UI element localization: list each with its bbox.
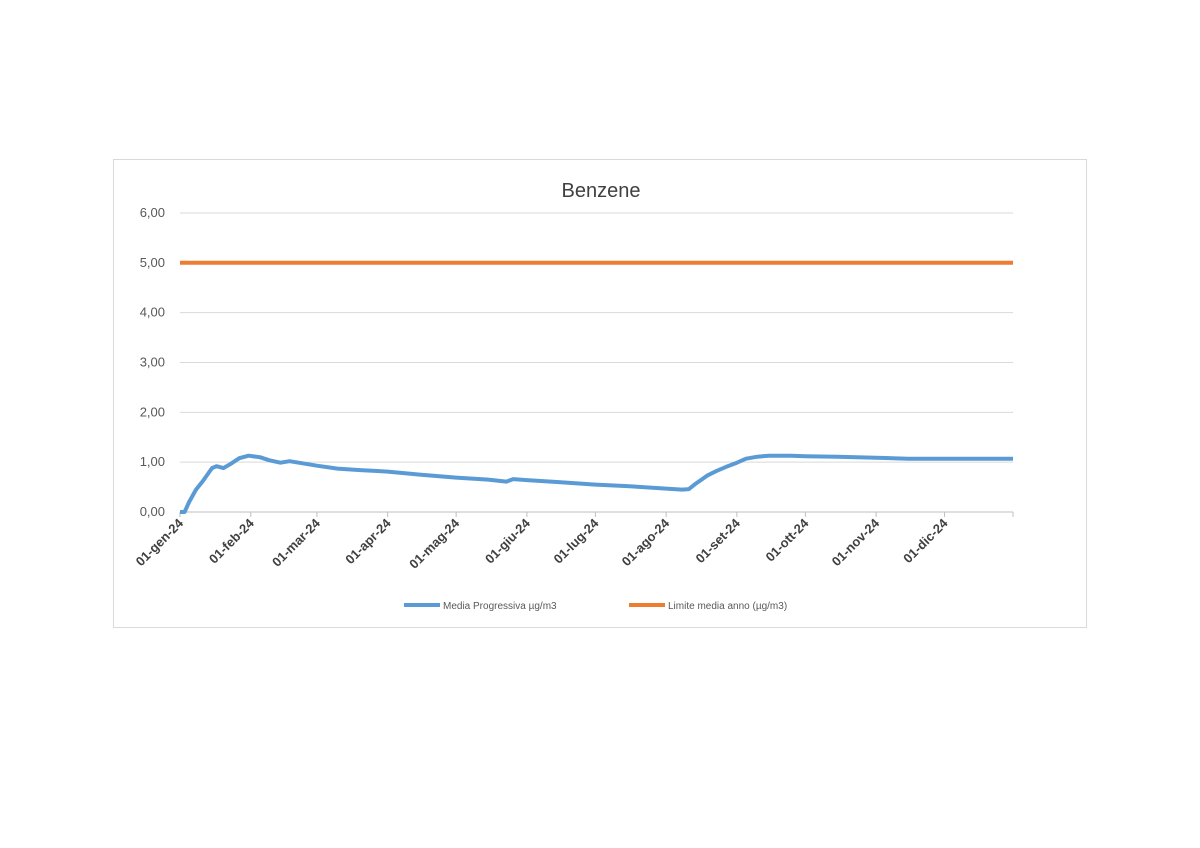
x-tick-label: 01-set-24 <box>693 515 744 566</box>
series-lines <box>180 260 1013 514</box>
x-tick-label: 01-nov-24 <box>829 515 883 569</box>
x-tick-label: 01-mar-24 <box>269 515 324 570</box>
x-tick-label: 01-ago-24 <box>619 515 673 569</box>
series-line-media-progressiva <box>180 453 1013 514</box>
x-axis-tick-labels: 01-gen-24 01-feb-24 01-mar-24 01-apr-24 01-m… <box>133 515 952 572</box>
y-tick-label: 4,00 <box>140 305 165 320</box>
y-tick-label: 6,00 <box>140 205 165 220</box>
x-tick-label: 01-lug-24 <box>551 515 603 567</box>
y-tick-label: 0,00 <box>140 504 165 519</box>
y-tick-label: 5,00 <box>140 255 165 270</box>
x-tick-label: 01-giu-24 <box>482 515 534 567</box>
benzene-line-chart: Benzene 0,00 1,00 2,00 3,00 4,00 5,00 6,00 01-… <box>133 180 1014 612</box>
x-tick-label: 01-feb-24 <box>206 515 258 567</box>
y-tick-label: 2,00 <box>140 404 165 419</box>
y-tick-label: 1,00 <box>140 454 165 469</box>
legend: Media Progressiva µg/m3 Limite media anno… <box>404 601 787 612</box>
x-axis <box>179 511 1014 517</box>
gridlines <box>180 212 1013 463</box>
x-tick-label: 01-dic-24 <box>900 515 951 566</box>
x-tick-label: 01-gen-24 <box>133 515 187 569</box>
legend-label: Media Progressiva µg/m3 <box>443 601 557 612</box>
legend-label: Limite media anno (µg/m3) <box>668 601 787 612</box>
x-tick-label: 01-apr-24 <box>342 515 394 567</box>
x-tick-label: 01-mag-24 <box>406 515 463 572</box>
chart-title: Benzene <box>562 180 641 202</box>
y-tick-label: 3,00 <box>140 355 165 370</box>
x-tick-label: 01-ott-24 <box>763 515 812 564</box>
y-axis-tick-labels: 0,00 1,00 2,00 3,00 4,00 5,00 6,00 <box>140 205 165 519</box>
chart-frame: Benzene 0,00 1,00 2,00 3,00 4,00 5,00 6,00 01-… <box>113 159 1087 628</box>
